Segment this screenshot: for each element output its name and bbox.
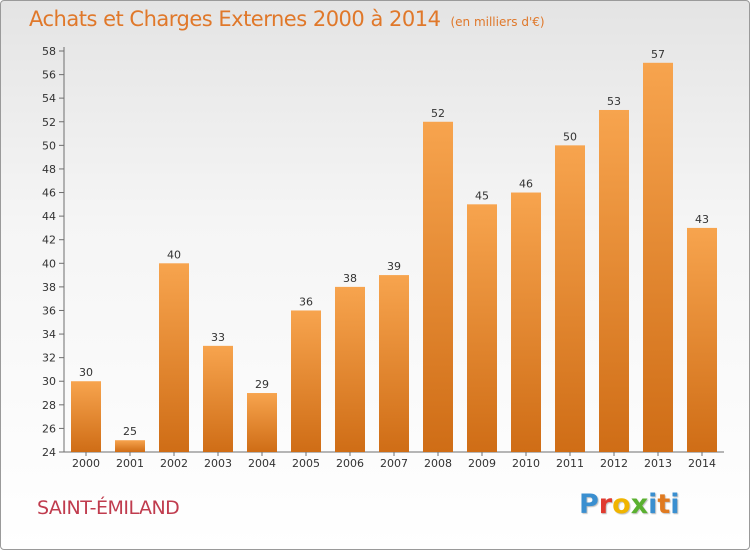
- bar: [247, 393, 277, 452]
- bar: [423, 121, 453, 452]
- y-tick-label: 40: [42, 257, 56, 270]
- x-tick-label: 2002: [160, 457, 188, 470]
- bar: [335, 286, 365, 452]
- bar-value-label: 29: [255, 378, 269, 391]
- chart-subtitle: (en milliers d'€): [450, 15, 545, 29]
- y-tick-label: 24: [42, 446, 56, 459]
- axes: 24 26 28 30 32 34 36 38 40 42 44 46 48 50 52 54 56 58 2000…: [42, 45, 724, 470]
- x-tick-label: 2008: [424, 457, 452, 470]
- y-tick-label: 46: [42, 187, 56, 200]
- bar-value-label: 36: [299, 295, 313, 308]
- logo-letter: r: [598, 489, 613, 520]
- bar-value-label: 46: [519, 178, 533, 191]
- bar: [159, 263, 189, 452]
- x-tick-label: 2014: [688, 457, 716, 470]
- x-tick-label: 2003: [204, 457, 232, 470]
- x-tick-label: 2000: [72, 457, 100, 470]
- logo-letter: P: [579, 489, 599, 520]
- x-tick-label: 2013: [644, 457, 672, 470]
- bar-value-label: 25: [123, 425, 137, 438]
- logo-letter: x: [630, 489, 649, 520]
- bar: [115, 440, 145, 452]
- x-tick-label: 2005: [292, 457, 320, 470]
- x-tick-label: 2001: [116, 457, 144, 470]
- bar-value-label: 38: [343, 272, 357, 285]
- bar-value-label: 57: [651, 48, 665, 61]
- bar-value-label: 40: [167, 248, 181, 261]
- bar: [203, 345, 233, 452]
- bar-value-label: 53: [607, 95, 621, 108]
- y-tick-label: 36: [42, 304, 56, 317]
- x-tick-label: 2006: [336, 457, 364, 470]
- bar: [511, 192, 541, 452]
- bar-value-label: 50: [563, 130, 577, 143]
- bar-value-label: 33: [211, 331, 225, 344]
- bar: [467, 204, 497, 452]
- bar-value-label: 45: [475, 189, 489, 202]
- x-tick-label: 2012: [600, 457, 628, 470]
- x-tick-label: 2011: [556, 457, 584, 470]
- y-tick-label: 44: [42, 210, 56, 223]
- y-tick-label: 32: [42, 352, 56, 365]
- bar-value-label: 30: [79, 366, 93, 379]
- bar: [643, 62, 673, 452]
- title-text: Achats et Charges Externes 2000 à 2014: [29, 7, 441, 31]
- bar: [687, 227, 717, 452]
- bar: [379, 275, 409, 452]
- x-tick-label: 2009: [468, 457, 496, 470]
- x-tick-label: 2010: [512, 457, 540, 470]
- y-tick-label: 50: [42, 139, 56, 152]
- commune-name: SAINT-ÉMILAND: [37, 497, 180, 519]
- bars: 30 25 40 33 29 36 38 39 52 45 46 50 53 57 43: [71, 48, 717, 453]
- y-tick-label: 28: [42, 399, 56, 412]
- logo-letter: i: [648, 489, 658, 520]
- chart-title: Achats et Charges Externes 2000 à 2014 (e…: [29, 7, 545, 31]
- y-tick-label: 48: [42, 163, 56, 176]
- y-tick-label: 52: [42, 116, 56, 129]
- logo-letter: o: [612, 489, 631, 520]
- bar-value-label: 52: [431, 107, 445, 120]
- logo-letter: i: [670, 489, 680, 520]
- x-tick-label: 2004: [248, 457, 276, 470]
- bar-value-label: 43: [695, 213, 709, 226]
- y-tick-label: 54: [42, 92, 56, 105]
- y-tick-label: 56: [42, 69, 56, 82]
- bar: [555, 145, 585, 452]
- y-tick-label: 58: [42, 45, 56, 58]
- bar: [599, 109, 629, 453]
- y-tick-label: 30: [42, 375, 56, 388]
- y-tick-label: 38: [42, 281, 56, 294]
- bar-value-label: 39: [387, 260, 401, 273]
- y-tick-label: 26: [42, 422, 56, 435]
- bar: [71, 381, 101, 452]
- y-tick-label: 34: [42, 328, 56, 341]
- proxiti-logo: Proxiti: [579, 489, 680, 520]
- logo-letter: t: [657, 489, 671, 520]
- x-tick-label: 2007: [380, 457, 408, 470]
- bar: [291, 310, 321, 452]
- y-tick-label: 42: [42, 234, 56, 247]
